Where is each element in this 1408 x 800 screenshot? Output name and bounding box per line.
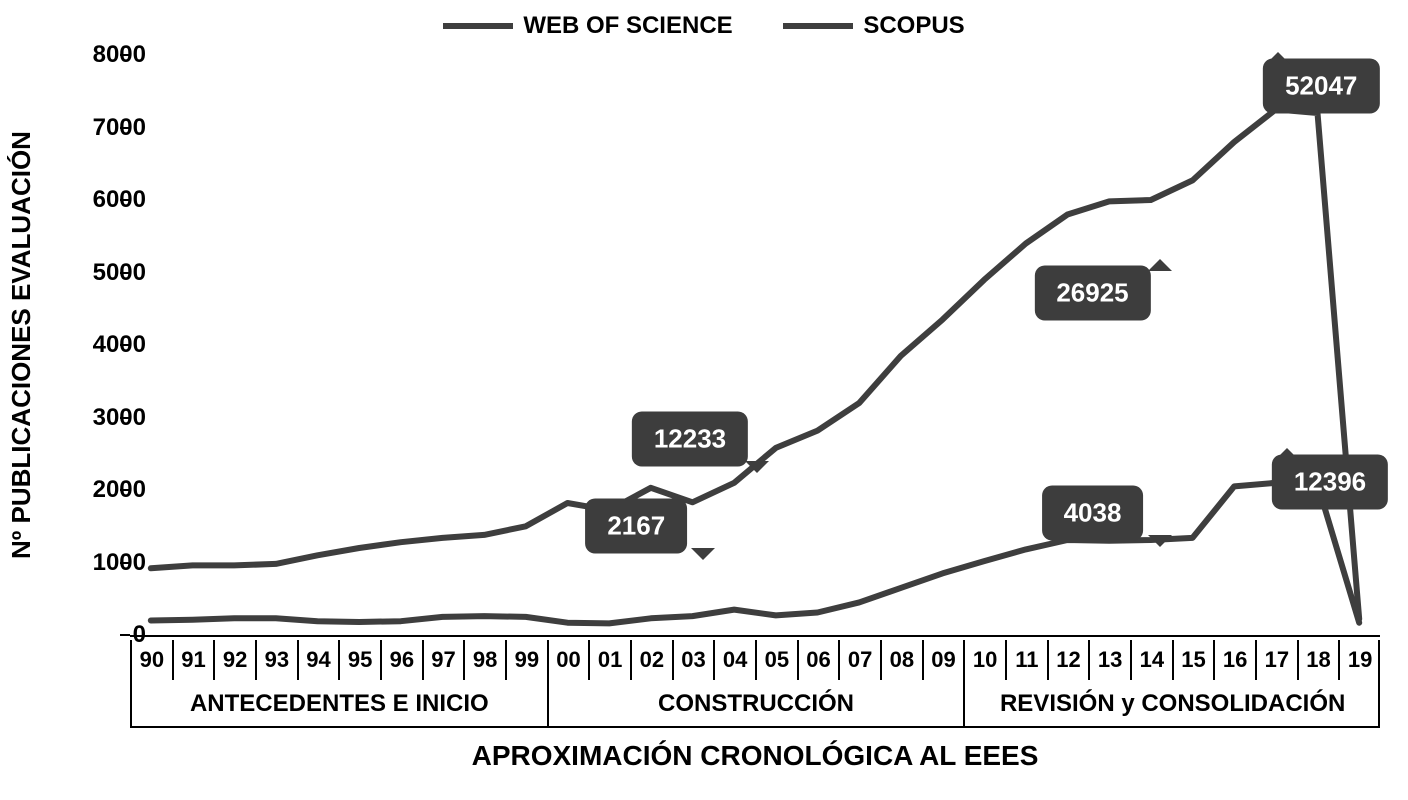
data-badge: 2167 [585,498,687,553]
x-axis-years: 9091929394959697989900010203040506070809… [130,640,1380,680]
x-year-cell: 01 [588,640,630,680]
x-year-cell: 90 [130,640,172,680]
x-year-cell: 17 [1255,640,1297,680]
legend-label: WEB OF SCIENCE [523,12,732,40]
legend: WEB OF SCIENCE SCOPUS [0,8,1408,40]
badge-pointer [1275,448,1299,460]
x-year-cell: 95 [338,640,380,680]
plot-inner: 1223321672692540385204712396 [130,55,1380,635]
chart-container: WEB OF SCIENCE SCOPUS Nº PUBLICACIONES E… [0,0,1408,800]
x-year-cell: 18 [1297,640,1339,680]
x-axis-title: APROXIMACIÓN CRONOLÓGICA AL EEES [130,740,1380,772]
line-scopus [151,109,1359,619]
legend-item-scopus: SCOPUS [783,12,964,40]
lines-svg [130,55,1380,635]
x-year-cell: 93 [255,640,297,680]
x-year-cell: 08 [880,640,922,680]
x-year-cell: 00 [547,640,589,680]
badge-pointer [691,548,715,560]
badge-pointer [1148,259,1172,271]
x-year-cell: 97 [422,640,464,680]
x-year-cell: 03 [672,640,714,680]
x-year-cell: 94 [297,640,339,680]
badge-pointer [1266,52,1290,64]
legend-item-wos: WEB OF SCIENCE [443,12,732,40]
y-tick-label: 4000 [66,331,146,359]
data-badge: 52047 [1263,59,1379,114]
y-axis-title: Nº PUBLICACIONES EVALUACIÓN [6,55,36,635]
y-tick-label: 2000 [66,476,146,504]
legend-label: SCOPUS [863,12,964,40]
x-year-cell: 16 [1213,640,1255,680]
x-year-cell: 12 [1047,640,1089,680]
x-year-cell: 96 [380,640,422,680]
x-year-cell: 05 [755,640,797,680]
legend-swatch [783,23,853,29]
y-tick-label: 8000 [66,41,146,69]
plot-area: 1223321672692540385204712396 [130,55,1380,637]
y-tick-label: 3000 [66,404,146,432]
x-period-cell: CONSTRUCCIÓN [547,680,964,728]
x-year-cell: 09 [922,640,964,680]
badge-pointer [1148,535,1172,547]
x-year-cell: 98 [463,640,505,680]
x-year-cell: 06 [797,640,839,680]
x-year-cell: 99 [505,640,547,680]
x-year-cell: 04 [713,640,755,680]
legend-swatch [443,23,513,29]
data-badge: 26925 [1034,266,1150,321]
x-year-cell: 91 [172,640,214,680]
x-year-cell: 14 [1130,640,1172,680]
data-badge: 12233 [632,411,748,466]
y-tick-label: 1000 [66,549,146,577]
x-year-cell: 07 [838,640,880,680]
x-axis-periods: ANTECEDENTES E INICIOCONSTRUCCIÓNREVISIÓ… [130,680,1380,728]
y-tick-label: 5000 [66,259,146,287]
data-badge: 12396 [1272,454,1388,509]
x-period-cell: ANTECEDENTES E INICIO [130,680,547,728]
x-period-cell: REVISIÓN y CONSOLIDACIÓN [963,680,1380,728]
data-badge: 4038 [1042,486,1144,541]
badge-pointer [745,461,769,473]
x-year-cell: 10 [963,640,1005,680]
x-year-cell: 15 [1172,640,1214,680]
x-year-cell: 92 [213,640,255,680]
y-tick-label: 6000 [66,186,146,214]
x-year-cell: 11 [1005,640,1047,680]
x-year-cell: 02 [630,640,672,680]
y-tick-label: 7000 [66,114,146,142]
x-year-cell: 13 [1088,640,1130,680]
x-year-cell: 19 [1338,640,1380,680]
